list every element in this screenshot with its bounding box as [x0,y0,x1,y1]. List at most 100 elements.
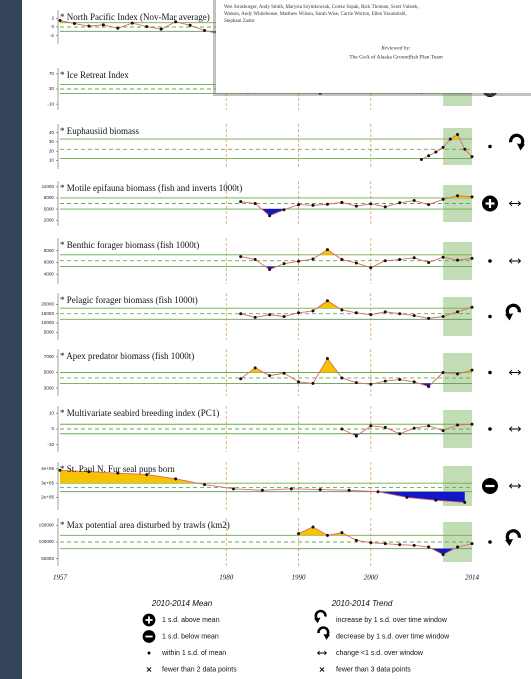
panel-title: * Euphausiid biomass [60,126,139,136]
panel-title: * Pelagic forager biomass (fish 1000t) [60,295,198,305]
data-point [239,377,243,381]
legend-label: 1 s.d. above mean [162,617,220,624]
data-point [369,266,373,270]
symbol-arrowhead [516,143,525,151]
data-point [239,200,243,204]
data-point [412,256,416,260]
data-point [456,545,460,549]
data-point [456,423,460,427]
data-point [347,488,351,492]
y-tick-label: -10 [47,101,54,106]
data-point [174,477,178,481]
data-point [441,145,445,149]
data-point [340,376,344,380]
y-tick-label: 70 [49,71,55,76]
within-symbol [488,540,492,544]
y-tick-label: 10 [49,410,55,415]
y-tick-label: 50000 [41,556,54,561]
below-fill [341,433,472,437]
flat-symbol [508,200,522,207]
within-symbol [488,259,492,263]
legend-label: fewer than 2 data points [162,666,237,673]
panel-title: * North Pacific Index (Nov-Mar average) [60,12,210,22]
data-point [383,542,387,546]
window-shade [443,297,472,336]
data-point [87,24,91,28]
data-point [456,372,460,376]
data-point [369,202,373,206]
panel-title: * Motile epifauna biomass (fish and inve… [60,183,242,193]
data-point [456,194,460,198]
panel-title: * Multivariate seabird breeding index (P… [60,408,219,418]
data-point [297,259,301,263]
data-point [325,248,329,252]
y-tick-label: 6000 [44,260,55,265]
data-point [412,426,416,430]
within-symbol [488,427,492,431]
symbol-arc [505,529,521,543]
panel: 20000 15000 10000 5000 * Pelagic forager bio… [41,293,521,340]
within-symbol [488,314,492,319]
panel-title: * St. Paul N. Fur seal pups born [60,464,175,474]
data-point [188,23,192,27]
overlay-line: Stephani Zador [224,19,255,24]
data-point [311,203,315,207]
page-sheet [22,0,531,679]
decrease-symbol [509,133,525,151]
data-point [58,19,62,22]
symbol-arc [505,303,521,317]
data-point [101,23,105,27]
data-point [325,356,329,360]
data-point [456,258,460,262]
data-point [398,312,402,316]
data-point [116,471,120,475]
data-point [412,380,416,384]
data-point [398,432,402,436]
data-point [116,26,120,30]
data-point [398,258,402,262]
data-point [441,429,445,433]
data-point [383,310,387,314]
y-tick-label: 2000 [44,217,55,222]
y-tick-label: -10 [47,442,54,447]
data-point [383,379,387,383]
panels: 20-2* North Pacific Index (Nov-Mar avera… [39,10,525,582]
y-tick-label: 8000 [44,248,55,253]
data-point [470,155,474,159]
panel-title: * Ice Retreat Index [60,70,129,80]
y-tick-label: 3000 [44,385,55,390]
y-tick-label: 10000 [41,320,54,325]
data-point [340,308,344,312]
data-point [419,157,423,161]
data-point [325,202,329,206]
data-point [369,313,373,317]
y-tick-label: 10 [49,158,55,163]
overlay-reviewed-by: The GoA of Alaska Groundfish Plan Team [349,53,443,60]
data-point [470,542,474,546]
within-symbol [147,651,151,655]
below-fill [240,383,472,387]
data-point [297,380,301,384]
data-point [340,200,344,204]
data-point [325,533,329,537]
data-point [239,255,243,259]
y-tick-label: 11000 [42,184,55,189]
panel: 150000 100000 50000 * Max potential area di… [39,518,521,566]
data-point [253,315,257,319]
y-tick-label: 0 [51,426,54,431]
panel: 11000 8000 5000 2000 * Motile epifauna bioma… [42,181,522,226]
above-fill [60,470,465,484]
data-point [427,154,431,158]
data-point [427,545,431,549]
data-point [369,382,373,386]
data-point [159,27,163,31]
data-point [470,256,474,260]
below-fill [60,491,465,503]
data-point [448,137,452,141]
y-tick-label: 2 [51,16,54,21]
data-point [405,495,409,499]
data-point [311,257,315,261]
data-point [340,427,344,431]
y-tick-label: 5000 [44,206,55,211]
